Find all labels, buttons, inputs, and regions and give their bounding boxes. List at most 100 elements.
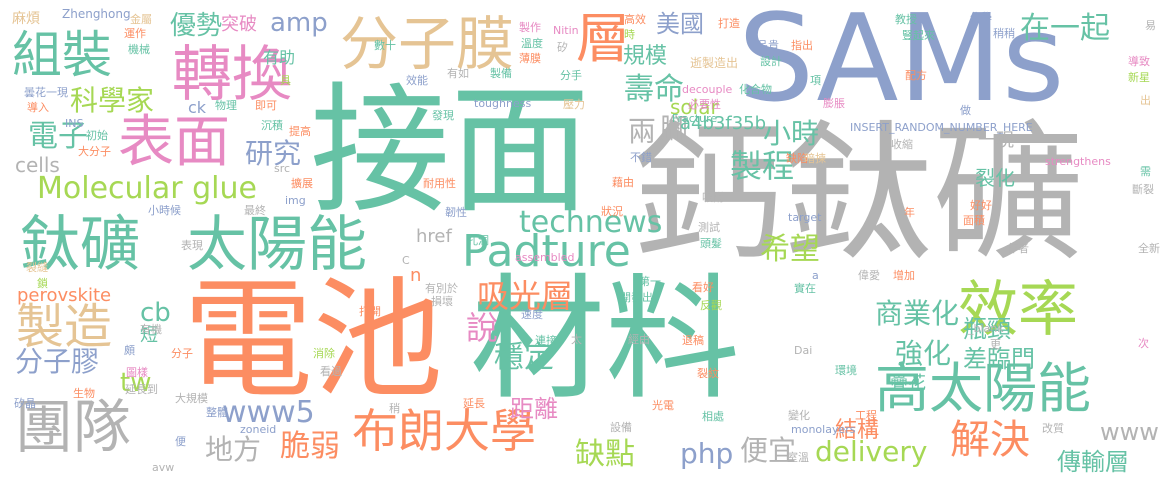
word: n <box>410 265 422 286</box>
word: 韌性 <box>445 206 467 219</box>
word: 一現 <box>978 130 1014 151</box>
word: 電池 <box>183 264 444 416</box>
word: 看好 <box>692 281 714 294</box>
word: 提高 <box>289 125 311 138</box>
word: 太 <box>571 333 582 346</box>
word: 稍 <box>389 402 400 415</box>
word: 高效 <box>624 13 646 26</box>
word: 薄膜 <box>519 52 541 65</box>
word: 矽晶 <box>14 397 36 410</box>
word: 麻煩 <box>12 11 40 27</box>
word: toughness <box>474 97 532 110</box>
word: 有如 <box>447 67 469 80</box>
word: 相處 <box>702 410 724 423</box>
word: 解決 <box>950 417 1030 463</box>
word: 規模 <box>623 44 668 69</box>
word: 化學 <box>970 11 992 24</box>
word: 次 <box>1138 337 1149 350</box>
word: 出 <box>1140 94 1151 107</box>
word: perovskite <box>17 285 112 306</box>
word: 整體 <box>206 406 228 419</box>
word: 在一起 <box>1020 11 1110 46</box>
word: 圖樣 <box>126 366 148 379</box>
word: 反觀 <box>700 299 722 312</box>
word: 機械 <box>128 43 150 56</box>
word: delivery <box>815 435 928 468</box>
word: 研究 <box>245 137 302 170</box>
word: 頭髮 <box>700 237 722 250</box>
word: INS <box>65 117 84 130</box>
word: 連接 <box>535 334 557 347</box>
word: 沉積 <box>261 119 283 132</box>
word: Fracture <box>672 112 718 125</box>
word: _blank <box>968 322 1004 335</box>
word: 層 <box>576 7 630 70</box>
word: 分子 <box>171 347 193 360</box>
word: 製程 <box>730 147 795 185</box>
word: 分手 <box>560 69 582 82</box>
word: 發現 <box>432 109 454 122</box>
word: 高太陽能 <box>875 357 1091 420</box>
word: 說 <box>466 309 499 347</box>
word: 全新 <box>1138 242 1160 255</box>
word: 做 <box>960 104 971 117</box>
word: 變化 <box>788 409 810 422</box>
word: 導入 <box>27 101 49 114</box>
word: 效率 <box>958 275 1078 345</box>
word: 大分子 <box>78 145 111 158</box>
word: 孔洞 <box>467 234 489 247</box>
word: 突破 <box>221 14 257 35</box>
word: SAMs <box>738 0 1065 129</box>
word: 化合物 <box>739 83 772 96</box>
word: 便宜 <box>740 434 797 467</box>
word: 有別於 <box>425 282 458 295</box>
word: 製作 <box>519 21 541 34</box>
word: 短 <box>140 325 158 346</box>
word: href <box>416 226 452 247</box>
word: 教授 <box>895 13 917 26</box>
word: monolayers <box>791 423 856 436</box>
word: 溫度 <box>521 37 543 50</box>
word: 疊花 <box>890 373 926 394</box>
word: 裂縫 <box>26 261 48 274</box>
word: 壽命 <box>624 72 684 107</box>
word: src <box>274 162 291 175</box>
word: ck <box>188 98 207 117</box>
word: 膨脹 <box>823 97 845 110</box>
word: 小時 <box>763 117 820 150</box>
word: 藉由 <box>612 176 634 189</box>
word: 裂紋 <box>697 367 719 380</box>
word: 分子膠 <box>15 345 100 378</box>
word: tw <box>120 368 152 398</box>
word: 第一 <box>639 275 661 288</box>
word: 需 <box>1140 165 1151 178</box>
word: 消除 <box>313 347 335 360</box>
word: 易 <box>1145 19 1156 32</box>
word: 狀況 <box>601 205 623 218</box>
word: 更 <box>990 338 1001 351</box>
word: solar <box>670 95 719 119</box>
word: 吸光層 <box>477 277 574 315</box>
word: 缺陷 <box>786 152 808 165</box>
word: 布朗大學 <box>352 404 536 458</box>
word: 小時候 <box>148 204 181 217</box>
word: 導致 <box>1128 55 1150 68</box>
word: 差臨門 <box>963 345 1035 373</box>
word: 配方 <box>905 69 927 82</box>
word: 品貴 <box>757 39 779 52</box>
word: 收縮 <box>891 138 913 151</box>
word: Padture <box>462 226 631 277</box>
word: 脆弱 <box>280 429 340 464</box>
word: 年 <box>904 206 915 219</box>
word: 結構 <box>835 418 880 443</box>
word: 希望 <box>760 232 820 267</box>
word: a4b3f35b <box>680 113 767 134</box>
word: 有機 <box>140 323 162 336</box>
word: 分子膜 <box>340 10 515 78</box>
word: 延長 <box>463 397 485 410</box>
word: 美國 <box>656 10 704 38</box>
word: INSERT_RANDOM_NUMBER_HERE <box>850 121 1033 134</box>
word: 經由 <box>628 333 650 346</box>
word: 科學家 <box>70 84 155 117</box>
